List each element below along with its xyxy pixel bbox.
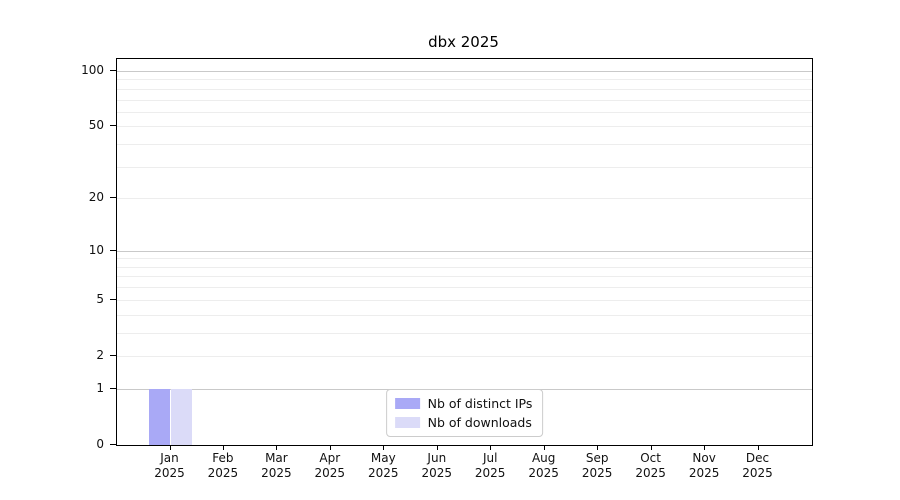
legend: Nb of distinct IPs Nb of downloads — [385, 389, 544, 437]
x-axis-tick-label-nov: Nov 2025 — [688, 451, 720, 480]
y-gridline-minor-7 — [117, 276, 812, 278]
x-axis-tick-mar — [276, 445, 278, 450]
y-gridline-minor-20 — [117, 198, 812, 200]
x-axis-tick-label-may: May 2025 — [368, 451, 399, 480]
y-gridline-minor-4 — [117, 314, 812, 316]
y-axis-tick-label-20: 20 — [88, 190, 104, 205]
bar-distinct-ips-jan — [149, 388, 171, 445]
y-gridline-major-100 — [117, 70, 812, 72]
x-axis-tick-label-feb: Feb 2025 — [207, 451, 239, 480]
x-axis-tick-sep — [597, 445, 599, 450]
x-axis-tick-label-apr: Apr 2025 — [314, 451, 346, 480]
y-gridline-minor-2 — [117, 356, 812, 357]
x-axis-tick-jan — [169, 445, 171, 450]
plot-area: Nb of distinct IPs Nb of downloads — [116, 58, 813, 446]
y-gridline-minor-80 — [117, 88, 812, 90]
x-axis-tick-nov — [704, 445, 706, 450]
legend-swatch-downloads-icon — [394, 417, 420, 428]
y-axis-tick-label-50: 50 — [88, 118, 104, 133]
y-axis-tick-label-1: 1 — [96, 380, 104, 395]
y-gridline-minor-70 — [117, 99, 812, 101]
x-axis-tick-label-mar: Mar 2025 — [261, 451, 292, 480]
x-axis-tick-label-jan: Jan 2025 — [154, 451, 185, 480]
y-axis-tick-0 — [110, 444, 116, 445]
legend-item-downloads: Nb of downloads — [394, 415, 533, 430]
x-axis-tick-jun — [436, 445, 438, 450]
bar-downloads-jan — [170, 388, 192, 445]
x-axis-tick-feb — [222, 445, 224, 450]
y-axis-tick-20 — [110, 197, 116, 199]
y-gridline-minor-3 — [117, 332, 812, 334]
y-gridline-minor-60 — [117, 111, 812, 113]
y-gridline-minor-90 — [117, 79, 812, 81]
y-axis-tick-label-100: 100 — [81, 62, 104, 77]
legend-label-downloads: Nb of downloads — [427, 415, 532, 430]
y-axis-tick-label-5: 5 — [96, 291, 104, 306]
y-gridline-minor-6 — [117, 287, 812, 289]
x-axis-tick-label-aug: Aug 2025 — [528, 451, 559, 480]
y-axis-tick-100 — [110, 69, 116, 71]
y-gridline-minor-40 — [117, 144, 812, 145]
y-gridline-major-10 — [117, 250, 812, 252]
legend-swatch-distinct-ips-icon — [394, 398, 420, 409]
x-axis-tick-may — [383, 445, 385, 450]
y-gridline-minor-8 — [117, 266, 812, 268]
x-axis-tick-dec — [757, 445, 759, 450]
x-axis-tick-label-dec: Dec 2025 — [742, 451, 773, 480]
y-gridline-minor-9 — [117, 258, 812, 260]
y-axis-tick-2 — [110, 355, 116, 356]
x-axis-tick-label-sep: Sep 2025 — [581, 451, 613, 480]
y-axis-tick-10 — [110, 249, 116, 251]
x-axis-tick-apr — [329, 445, 331, 450]
x-axis-tick-jul — [490, 445, 492, 450]
y-gridline-minor-30 — [117, 166, 812, 168]
y-gridline-minor-50 — [117, 126, 812, 128]
y-axis-tick-label-0: 0 — [96, 437, 104, 451]
y-axis-tick-50 — [110, 125, 116, 127]
y-axis-tick-label-10: 10 — [88, 242, 104, 257]
legend-label-distinct-ips: Nb of distinct IPs — [427, 396, 533, 411]
y-axis-tick-1 — [110, 387, 116, 389]
y-axis-tick-label-2: 2 — [96, 348, 104, 362]
x-axis-tick-label-jul: Jul 2025 — [474, 451, 506, 480]
chart-title: dbx 2025 — [428, 33, 499, 51]
legend-item-distinct-ips: Nb of distinct IPs — [394, 396, 533, 411]
y-axis-tick-5 — [110, 298, 116, 300]
y-gridline-minor-5 — [117, 299, 812, 301]
x-axis-tick-aug — [543, 445, 545, 450]
x-axis-tick-oct — [650, 445, 652, 450]
x-axis-tick-label-jun: Jun 2025 — [421, 451, 453, 480]
x-axis-tick-label-oct: Oct 2025 — [635, 451, 666, 480]
